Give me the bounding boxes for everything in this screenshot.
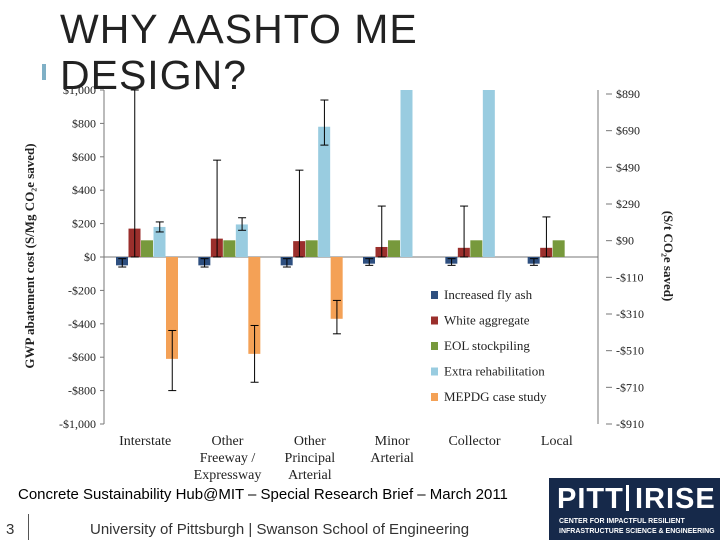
- legend-label: EOL stockpiling: [444, 338, 530, 353]
- y2-tick-label: $690: [616, 124, 640, 138]
- bar-eol-stockpiling-4: [470, 240, 483, 257]
- x-tick-label: Freeway /: [200, 451, 256, 466]
- x-tick-label: Principal: [285, 451, 336, 466]
- legend-swatch: [431, 342, 438, 350]
- logo-pitt-text: PITT: [557, 483, 624, 515]
- y-tick-label: $400: [72, 183, 96, 197]
- logo-subtitle-line2: INFRASTRUCTURE SCIENCE & ENGINEERING: [559, 528, 715, 535]
- x-tick-label: Other: [212, 434, 244, 449]
- y2-tick-label: -$510: [616, 344, 644, 358]
- bar-extra-rehabilitation-0: [153, 226, 166, 257]
- legend-label: MEPDG case study: [444, 389, 547, 404]
- slide-number: 3: [6, 521, 15, 538]
- legend-label: White aggregate: [444, 313, 530, 328]
- legend-swatch: [431, 393, 438, 401]
- y-tick-label: $0: [84, 250, 96, 264]
- y-tick-label: $1,000: [63, 83, 96, 97]
- bar-eol-stockpiling-1: [223, 240, 236, 257]
- slide-title: WHY AASHTO ME DESIGN?: [60, 6, 418, 98]
- legend-swatch: [431, 367, 438, 376]
- y-tick-label: -$600: [68, 350, 96, 364]
- bar-eol-stockpiling-2: [305, 240, 318, 257]
- logo-irise-text: IRISE: [635, 483, 716, 515]
- bar-mepdg-case-study-2: [330, 257, 343, 319]
- legend-swatch: [431, 291, 438, 299]
- y-tick-label: -$800: [68, 384, 96, 398]
- y-tick-label: $600: [72, 150, 96, 164]
- y2-tick-label: $490: [616, 160, 640, 174]
- y2-tick-label: $90: [616, 234, 634, 248]
- y-axis-title: GWP abatement cost (S/Mg CO₂e saved): [22, 143, 37, 368]
- logo-subtitle-line1: CENTER FOR IMPACTFUL RESILIENT: [559, 518, 685, 525]
- bar-extra-rehabilitation-1: [235, 224, 248, 257]
- bar-extra-rehabilitation-3: [400, 90, 413, 257]
- x-tick-label: Interstate: [119, 434, 171, 449]
- gwp-abatement-chart: $1,000 $800 $600 $400 $200 $0 -$200 -$400 -$600 -…: [22, 83, 676, 483]
- y2-tick-label: -$910: [616, 417, 644, 431]
- y-tick-label: -$200: [68, 283, 96, 297]
- x-tick-label: Arterial: [288, 468, 332, 483]
- y-tick-label: -$1,000: [59, 417, 96, 431]
- y-tick-label: $200: [72, 217, 96, 231]
- x-tick-label: Arterial: [370, 451, 414, 466]
- footer-text: University of Pittsburgh | Swanson Schoo…: [90, 521, 470, 538]
- x-tick-label: Collector: [448, 434, 500, 449]
- bar-extra-rehabilitation-4: [482, 90, 495, 257]
- footer-divider: [28, 514, 29, 540]
- x-tick-label: Local: [541, 434, 573, 449]
- y2-axis-title: (S/t CO₂e saved): [661, 211, 676, 302]
- pitt-irise-logo: PITT IRISE CENTER FOR IMPACTFUL RESILIEN…: [549, 478, 720, 540]
- y2-tick-label: $890: [616, 87, 640, 101]
- y2-tick-label: $290: [616, 197, 640, 211]
- y2-tick-label: -$310: [616, 307, 644, 321]
- bar-mepdg-case-study-1: [248, 257, 261, 354]
- y-tick-label: -$400: [68, 317, 96, 331]
- bar-eol-stockpiling-3: [388, 240, 400, 257]
- y2-tick-label: -$110: [616, 270, 644, 284]
- x-tick-label: Expressway: [194, 468, 262, 483]
- x-tick-label: Other: [294, 434, 326, 449]
- bar-mepdg-case-study-0: [166, 257, 178, 359]
- legend-swatch: [431, 316, 438, 325]
- legend-label: Increased fly ash: [444, 287, 533, 302]
- logo-separator: [626, 485, 629, 511]
- x-tick-label: Minor: [375, 434, 410, 449]
- bar-eol-stockpiling-5: [552, 240, 565, 257]
- bar-eol-stockpiling-0: [141, 240, 153, 257]
- y-tick-label: $800: [72, 116, 96, 130]
- legend-label: Extra rehabilitation: [444, 364, 545, 379]
- bar-extra-rehabilitation-2: [318, 126, 331, 257]
- y2-tick-label: -$710: [616, 380, 644, 394]
- title-bullet: [42, 64, 46, 80]
- source-citation: Concrete Sustainability Hub@MIT – Specia…: [18, 486, 508, 503]
